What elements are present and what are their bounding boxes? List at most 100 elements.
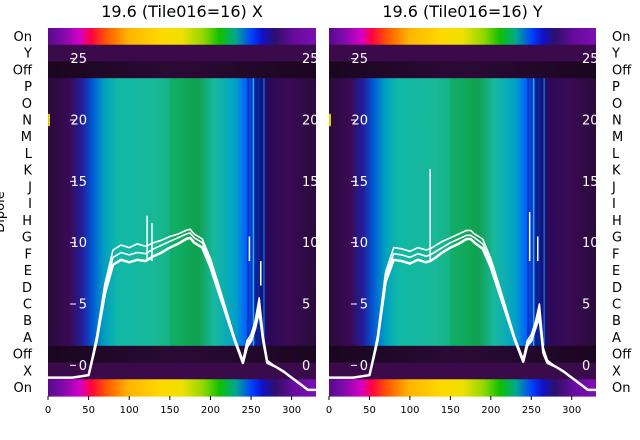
heatmap-row	[329, 161, 596, 180]
dipole-tick-label: K	[23, 164, 32, 179]
overlay-tick-label-right: 0	[302, 359, 310, 374]
heatmap-row	[329, 44, 596, 63]
dipole-tick-label: X	[612, 364, 621, 379]
heatmap-streak	[263, 78, 265, 346]
heatmap-row	[48, 278, 316, 297]
heatmap-band	[450, 78, 475, 346]
dipole-tick-label: K	[612, 164, 621, 179]
dipole-tick-label: Off	[13, 348, 33, 363]
heatmap-row	[329, 278, 596, 297]
x-tick-label: 300	[562, 405, 581, 416]
heatmap-row	[48, 145, 316, 163]
overlay-tick-label: 25	[70, 52, 87, 67]
overlay-tick-label-right: 10	[302, 236, 319, 251]
x-tick-label: 0	[326, 405, 332, 416]
heatmap-streak	[532, 78, 535, 346]
dipole-tick-label: P	[24, 80, 32, 95]
heatmap-row	[329, 128, 596, 146]
dipole-tick-label: D	[612, 281, 622, 296]
heatmap-row	[329, 94, 596, 113]
overlay-tick-label: 10	[70, 236, 87, 251]
heatmap-row	[329, 28, 596, 46]
x-tick-label: 150	[160, 405, 179, 416]
overlay-tick-label: 15	[70, 175, 87, 190]
heatmap-row	[329, 345, 596, 364]
x-tick-label: 0	[45, 405, 51, 416]
x-tick-label: 50	[82, 405, 95, 416]
dipole-tick-label: F	[612, 247, 619, 262]
dipole-tick-label: F	[25, 247, 32, 262]
x-tick-label: 250	[522, 405, 541, 416]
overlay-tick-label: 0	[360, 359, 368, 374]
overlay-series-line	[329, 234, 596, 391]
overlay-tick-label: 15	[351, 175, 368, 190]
dipole-tick-label: A	[23, 331, 32, 346]
overlay-tick-label-right: 15	[302, 175, 319, 190]
heatmap-row	[48, 262, 316, 280]
dipole-tick-label: J	[27, 180, 32, 195]
overlay-tick-label: 25	[351, 52, 368, 67]
heatmap-row	[48, 61, 316, 79]
overlay-tick-label-right: 0	[582, 359, 590, 374]
heatmap-row	[329, 78, 596, 96]
heatmap-row	[329, 195, 596, 213]
heatmap-row	[48, 212, 316, 230]
overlay-tick-label: 0	[79, 359, 87, 374]
overlay-tick-label: 20	[70, 114, 87, 129]
dipole-tick-label: H	[22, 214, 32, 229]
heatmap-row	[329, 379, 596, 397]
x-tick-label: 200	[481, 405, 500, 416]
heatmap-row	[48, 94, 316, 113]
overlay-tick-label: 5	[360, 298, 368, 313]
dipole-tick-label: I	[28, 197, 32, 212]
overlay-tick-label-right: 25	[302, 52, 319, 67]
heatmap-streak	[537, 78, 540, 346]
dipole-tick-label: O	[22, 97, 32, 112]
heatmap-streak	[527, 78, 530, 346]
dipole-tick-label: E	[24, 264, 32, 279]
dipole-tick-label: L	[25, 147, 33, 162]
dipole-tick-label: On	[612, 30, 630, 45]
heatmap-row	[48, 295, 316, 313]
dipole-tick-label: G	[22, 231, 32, 246]
dipole-tick-label: Y	[611, 47, 620, 62]
heatmap-streak	[246, 78, 249, 346]
dipole-tick-label: I	[612, 197, 616, 212]
heatmap-row	[329, 111, 596, 129]
overlay-tick-label-right: 5	[582, 298, 590, 313]
panel-title: 19.6 (Tile016=16) Y	[382, 2, 543, 21]
overlay-series-line	[48, 228, 316, 391]
overlay-tick-label: 20	[351, 114, 368, 129]
heatmap-row	[48, 345, 316, 364]
heatmap-row	[48, 161, 316, 180]
y-axis-label: Dipole	[0, 191, 8, 232]
heatmap-row	[329, 262, 596, 280]
dipole-tick-label: H	[612, 214, 622, 229]
dipole-tick-label: E	[612, 264, 620, 279]
dipole-tick-label: Off	[13, 63, 33, 78]
dipole-tick-label: X	[23, 364, 32, 379]
panel-x: 19.6 (Tile016=16) XOnYOffPONMLKJIHGFEDCB…	[0, 2, 319, 416]
x-tick-label: 200	[201, 405, 220, 416]
overlay-tick-label-right: 20	[302, 114, 319, 129]
panel-title: 19.6 (Tile016=16) X	[101, 2, 263, 21]
dipole-tick-label: On	[14, 381, 32, 396]
dipole-tick-label: M	[21, 130, 32, 145]
dipole-tick-label: A	[612, 331, 621, 346]
heatmap-row	[48, 128, 316, 146]
dipole-tick-label: P	[612, 80, 620, 95]
heatmap-row	[48, 44, 316, 63]
dipole-tick-label: B	[612, 314, 621, 329]
heatmap-row	[329, 61, 596, 79]
heatmap-streak	[252, 78, 255, 346]
x-tick-label: 250	[241, 405, 260, 416]
dipole-tick-label: Off	[612, 348, 632, 363]
dipole-tick-label: J	[611, 180, 616, 195]
heatmap-streak	[257, 78, 260, 346]
dipole-tick-label: O	[612, 97, 622, 112]
overlay-tick-label-right: 15	[582, 175, 599, 190]
panel-y: 19.6 (Tile016=16) YOnYOffPONMLKJIHGFEDCB…	[326, 2, 632, 416]
overlay-tick-label-right: 10	[582, 236, 599, 251]
x-tick-label: 300	[282, 405, 301, 416]
